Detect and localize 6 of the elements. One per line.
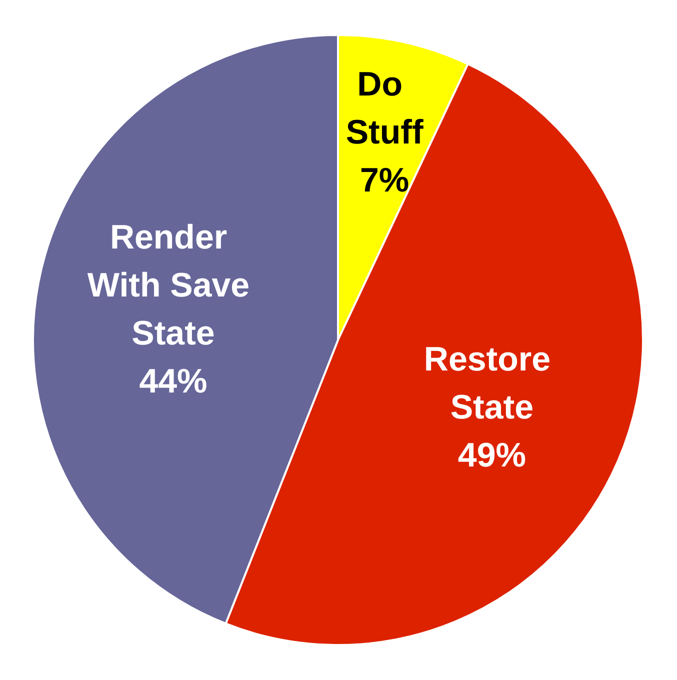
slice-label: Restore State — [424, 340, 551, 427]
slice-label: Render With Save State — [87, 218, 250, 353]
data-label: 49% — [458, 436, 526, 475]
data-label: 7% — [360, 162, 410, 200]
slice-label: Do Stuff — [346, 66, 424, 152]
data-label: 44% — [139, 362, 208, 401]
